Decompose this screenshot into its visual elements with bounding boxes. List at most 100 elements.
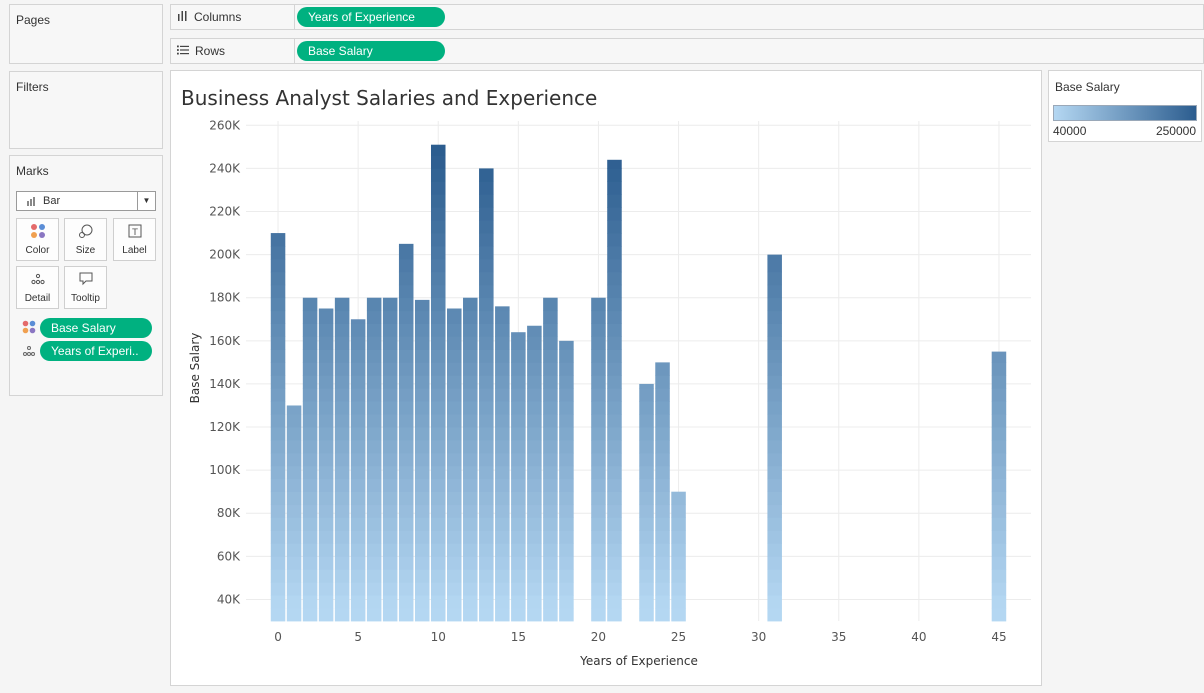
bar-segment — [414, 388, 430, 402]
bar[interactable] — [334, 297, 350, 622]
bar-segment — [479, 375, 494, 389]
bar[interactable] — [991, 351, 1007, 622]
label-button[interactable]: T Label — [113, 218, 156, 261]
rows-shelf[interactable]: Rows Base Salary — [170, 38, 1204, 64]
pages-shelf[interactable]: Pages — [9, 4, 163, 64]
bar-segment — [414, 310, 430, 324]
chart-view[interactable]: Business Analyst Salaries and Experience… — [170, 70, 1042, 686]
bar-segment — [414, 336, 430, 350]
tooltip-button[interactable]: Tooltip — [64, 266, 107, 309]
bar-segment — [543, 530, 558, 544]
bar[interactable] — [270, 233, 286, 622]
bar[interactable] — [463, 297, 478, 622]
size-button[interactable]: Size — [64, 218, 107, 261]
bar[interactable] — [382, 297, 398, 622]
svg-text:T: T — [131, 228, 138, 238]
bar-segment — [607, 414, 622, 428]
bar-segment — [302, 427, 318, 441]
bar-segment — [366, 414, 382, 428]
bar-segment — [479, 608, 494, 622]
bar-segment — [286, 582, 302, 596]
bar[interactable] — [302, 297, 318, 622]
bar[interactable] — [286, 405, 302, 622]
bar-segment — [430, 336, 446, 350]
bar[interactable] — [591, 297, 606, 622]
bar-segment — [671, 491, 686, 506]
bar-segment — [543, 569, 558, 583]
bar[interactable] — [671, 491, 686, 622]
bar[interactable] — [639, 383, 654, 622]
rows-label: Rows — [195, 44, 226, 58]
bar-segment — [655, 504, 670, 518]
color-legend[interactable]: Base Salary 40000 250000 — [1048, 70, 1202, 142]
bar-segment — [607, 401, 622, 415]
bar[interactable] — [318, 308, 334, 622]
bar-segment — [767, 491, 782, 506]
detail-button[interactable]: Detail — [16, 266, 59, 309]
bar-segment — [591, 388, 606, 402]
bar[interactable] — [430, 144, 446, 622]
y-axis-ticks: 40K 60K 80K 100K 120K 140K 160K 180K 200K 220K 240… — [209, 118, 241, 606]
bar[interactable] — [527, 325, 542, 622]
bar-segment — [398, 517, 414, 531]
bar-segment — [463, 530, 478, 544]
bar-segment — [671, 608, 686, 622]
bar[interactable] — [350, 319, 366, 622]
bar-segment — [607, 427, 622, 441]
bar-segment — [463, 323, 478, 337]
bar-segment — [767, 608, 782, 622]
columns-shelf[interactable]: Columns Years of Experience — [170, 4, 1204, 30]
mark-type-select[interactable]: Bar ▼ — [16, 191, 156, 211]
bar[interactable] — [366, 297, 382, 622]
bar[interactable] — [511, 332, 526, 622]
bar-segment — [334, 504, 350, 518]
bar-chart[interactable]: 40K 60K 80K 100K 120K 140K 160K 180K 200K 220K 240… — [171, 71, 1041, 685]
bar-segment — [447, 401, 462, 415]
bar-segment — [302, 478, 318, 493]
bar-segment — [302, 349, 318, 363]
bar-segment — [350, 319, 366, 324]
bar[interactable] — [414, 299, 430, 622]
bar-segment — [991, 608, 1007, 622]
bar-segment — [270, 427, 286, 441]
bar[interactable] — [543, 297, 558, 622]
bar-segment — [559, 427, 574, 441]
bar[interactable] — [607, 159, 622, 622]
bar[interactable] — [447, 308, 462, 622]
base-salary-color-pill[interactable]: Base Salary — [40, 318, 152, 338]
columns-pill[interactable]: Years of Experience — [297, 7, 445, 27]
bar-segment — [495, 414, 510, 428]
rows-separator — [294, 39, 295, 63]
bar-segment — [366, 608, 382, 622]
bar-segment — [495, 543, 510, 557]
filters-shelf[interactable]: Filters — [9, 71, 163, 149]
bar[interactable] — [479, 168, 494, 622]
bar-segment — [270, 517, 286, 531]
bar-segment — [302, 491, 318, 506]
bar-segment — [350, 465, 366, 480]
bar[interactable] — [655, 362, 670, 622]
bar[interactable] — [559, 340, 574, 622]
bar-segment — [543, 349, 558, 363]
bar[interactable] — [767, 254, 782, 622]
bar-segment — [527, 414, 542, 428]
y-tick-label: 60K — [217, 549, 241, 563]
years-experience-detail-pill[interactable]: Years of Experi.. — [40, 341, 152, 361]
bar[interactable] — [398, 243, 414, 622]
chevron-down-icon[interactable]: ▼ — [137, 192, 155, 210]
bar-segment — [382, 608, 398, 622]
bar-segment — [639, 427, 654, 441]
bar-segment — [414, 452, 430, 467]
bar-segment — [639, 401, 654, 415]
bar-segment — [559, 556, 574, 570]
bar-segment — [430, 246, 446, 260]
bar-segment — [447, 452, 462, 467]
bar-segment — [511, 608, 526, 622]
bar-segment — [767, 271, 782, 286]
bar-segment — [559, 362, 574, 376]
bar[interactable] — [495, 306, 510, 622]
detail-dots-icon — [22, 344, 36, 363]
color-button[interactable]: Color — [16, 218, 59, 261]
rows-pill[interactable]: Base Salary — [297, 41, 445, 61]
bar-segment — [479, 362, 494, 376]
